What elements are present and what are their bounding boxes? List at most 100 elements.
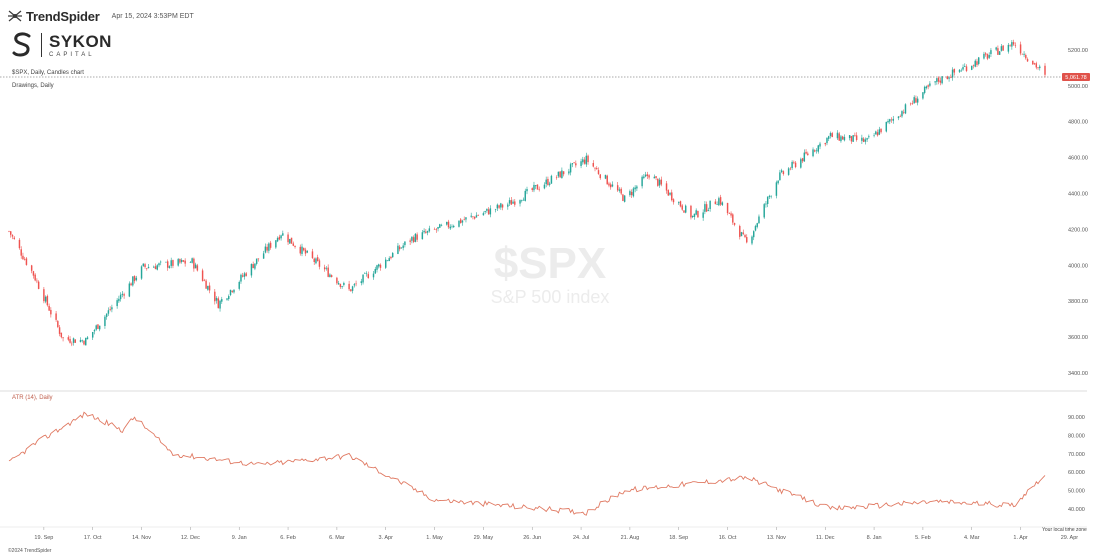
candle <box>400 247 403 249</box>
candle <box>636 184 638 191</box>
candle <box>11 234 14 240</box>
candle <box>20 246 22 259</box>
candle <box>524 188 526 202</box>
candle <box>107 307 110 316</box>
candle <box>684 204 687 214</box>
candle <box>412 235 415 244</box>
candle <box>1021 53 1024 55</box>
candle <box>50 307 52 318</box>
candle <box>172 259 174 269</box>
candle <box>841 135 844 140</box>
candle <box>203 278 206 282</box>
candle <box>402 242 404 251</box>
candle <box>8 230 10 233</box>
candle <box>189 260 192 263</box>
candle <box>343 281 345 287</box>
candle <box>25 256 28 266</box>
candle <box>160 260 162 266</box>
candles <box>8 39 1046 347</box>
candle <box>315 257 317 265</box>
candle <box>971 65 973 71</box>
candle <box>571 163 574 168</box>
candle <box>791 160 793 170</box>
candle <box>282 230 284 236</box>
candle <box>496 203 499 211</box>
candle <box>995 46 997 52</box>
candle <box>67 335 70 342</box>
candle <box>1037 66 1039 70</box>
candle <box>166 259 169 271</box>
candle <box>972 64 975 69</box>
price-tick-label: 5200.00 <box>1068 48 1088 54</box>
candle <box>782 170 785 176</box>
candle <box>109 306 111 312</box>
candle <box>934 80 936 86</box>
atr-tick-label: 50.000 <box>1068 489 1085 495</box>
price-tick-label: 3800.00 <box>1068 299 1088 305</box>
candle <box>817 144 819 154</box>
time-tick-label: 4. Mar <box>964 535 980 541</box>
candle <box>37 280 40 290</box>
atr-tick-label: 70.000 <box>1068 452 1085 458</box>
candle <box>316 254 319 262</box>
candle <box>440 223 443 227</box>
candle <box>290 237 293 244</box>
candle <box>487 207 490 215</box>
time-tick-label: 5. Feb <box>915 535 931 541</box>
candle <box>128 281 131 298</box>
candle <box>231 290 233 293</box>
candle <box>306 250 308 254</box>
candle <box>983 51 985 60</box>
candle <box>337 280 340 285</box>
candle <box>104 314 106 329</box>
candle <box>958 68 961 73</box>
candle <box>693 213 696 220</box>
time-tick-label: 17. Oct <box>84 535 102 541</box>
candle <box>1044 63 1046 78</box>
candle <box>777 180 779 185</box>
candle <box>23 256 26 261</box>
candle <box>721 201 724 206</box>
candle <box>803 149 806 162</box>
candle <box>936 77 938 85</box>
candle <box>618 187 621 193</box>
candle <box>1014 42 1017 48</box>
time-tick-label: 18. Sep <box>669 535 688 541</box>
candle <box>449 224 451 230</box>
price-tag-bg <box>1062 73 1090 81</box>
candle <box>660 176 663 187</box>
candle <box>815 148 818 154</box>
candle <box>71 341 73 347</box>
candle <box>864 137 867 145</box>
time-axis: 19. Sep 17. Oct 14. Nov 12. Dec 9. Jan 6. Feb… <box>34 527 1078 541</box>
candle <box>262 250 265 259</box>
candle <box>855 132 858 142</box>
candle <box>667 189 670 196</box>
candle <box>827 135 830 142</box>
atr-label: ATR (14), Daily <box>12 395 53 401</box>
candle <box>85 337 87 346</box>
time-zone-label: Your local time zone <box>1042 527 1087 533</box>
candle <box>416 232 418 243</box>
candle <box>97 324 99 330</box>
candle <box>226 298 228 301</box>
candle <box>13 236 15 240</box>
candle <box>355 280 357 287</box>
candle <box>510 196 513 205</box>
candle <box>519 199 521 207</box>
candle <box>364 272 366 274</box>
candle <box>862 137 865 143</box>
price-tag-text: 5,061.78 <box>1065 75 1086 81</box>
price-tag: 5,061.78 <box>1062 73 1090 81</box>
candle <box>379 263 382 271</box>
candle <box>885 121 888 133</box>
candle <box>57 320 59 329</box>
footer-copyright: ©2024 TrendSpider <box>8 548 52 554</box>
candle <box>22 252 24 260</box>
candle <box>901 110 903 118</box>
candle <box>276 236 279 243</box>
candle <box>691 215 694 219</box>
candle <box>360 278 363 286</box>
candle <box>754 224 757 232</box>
